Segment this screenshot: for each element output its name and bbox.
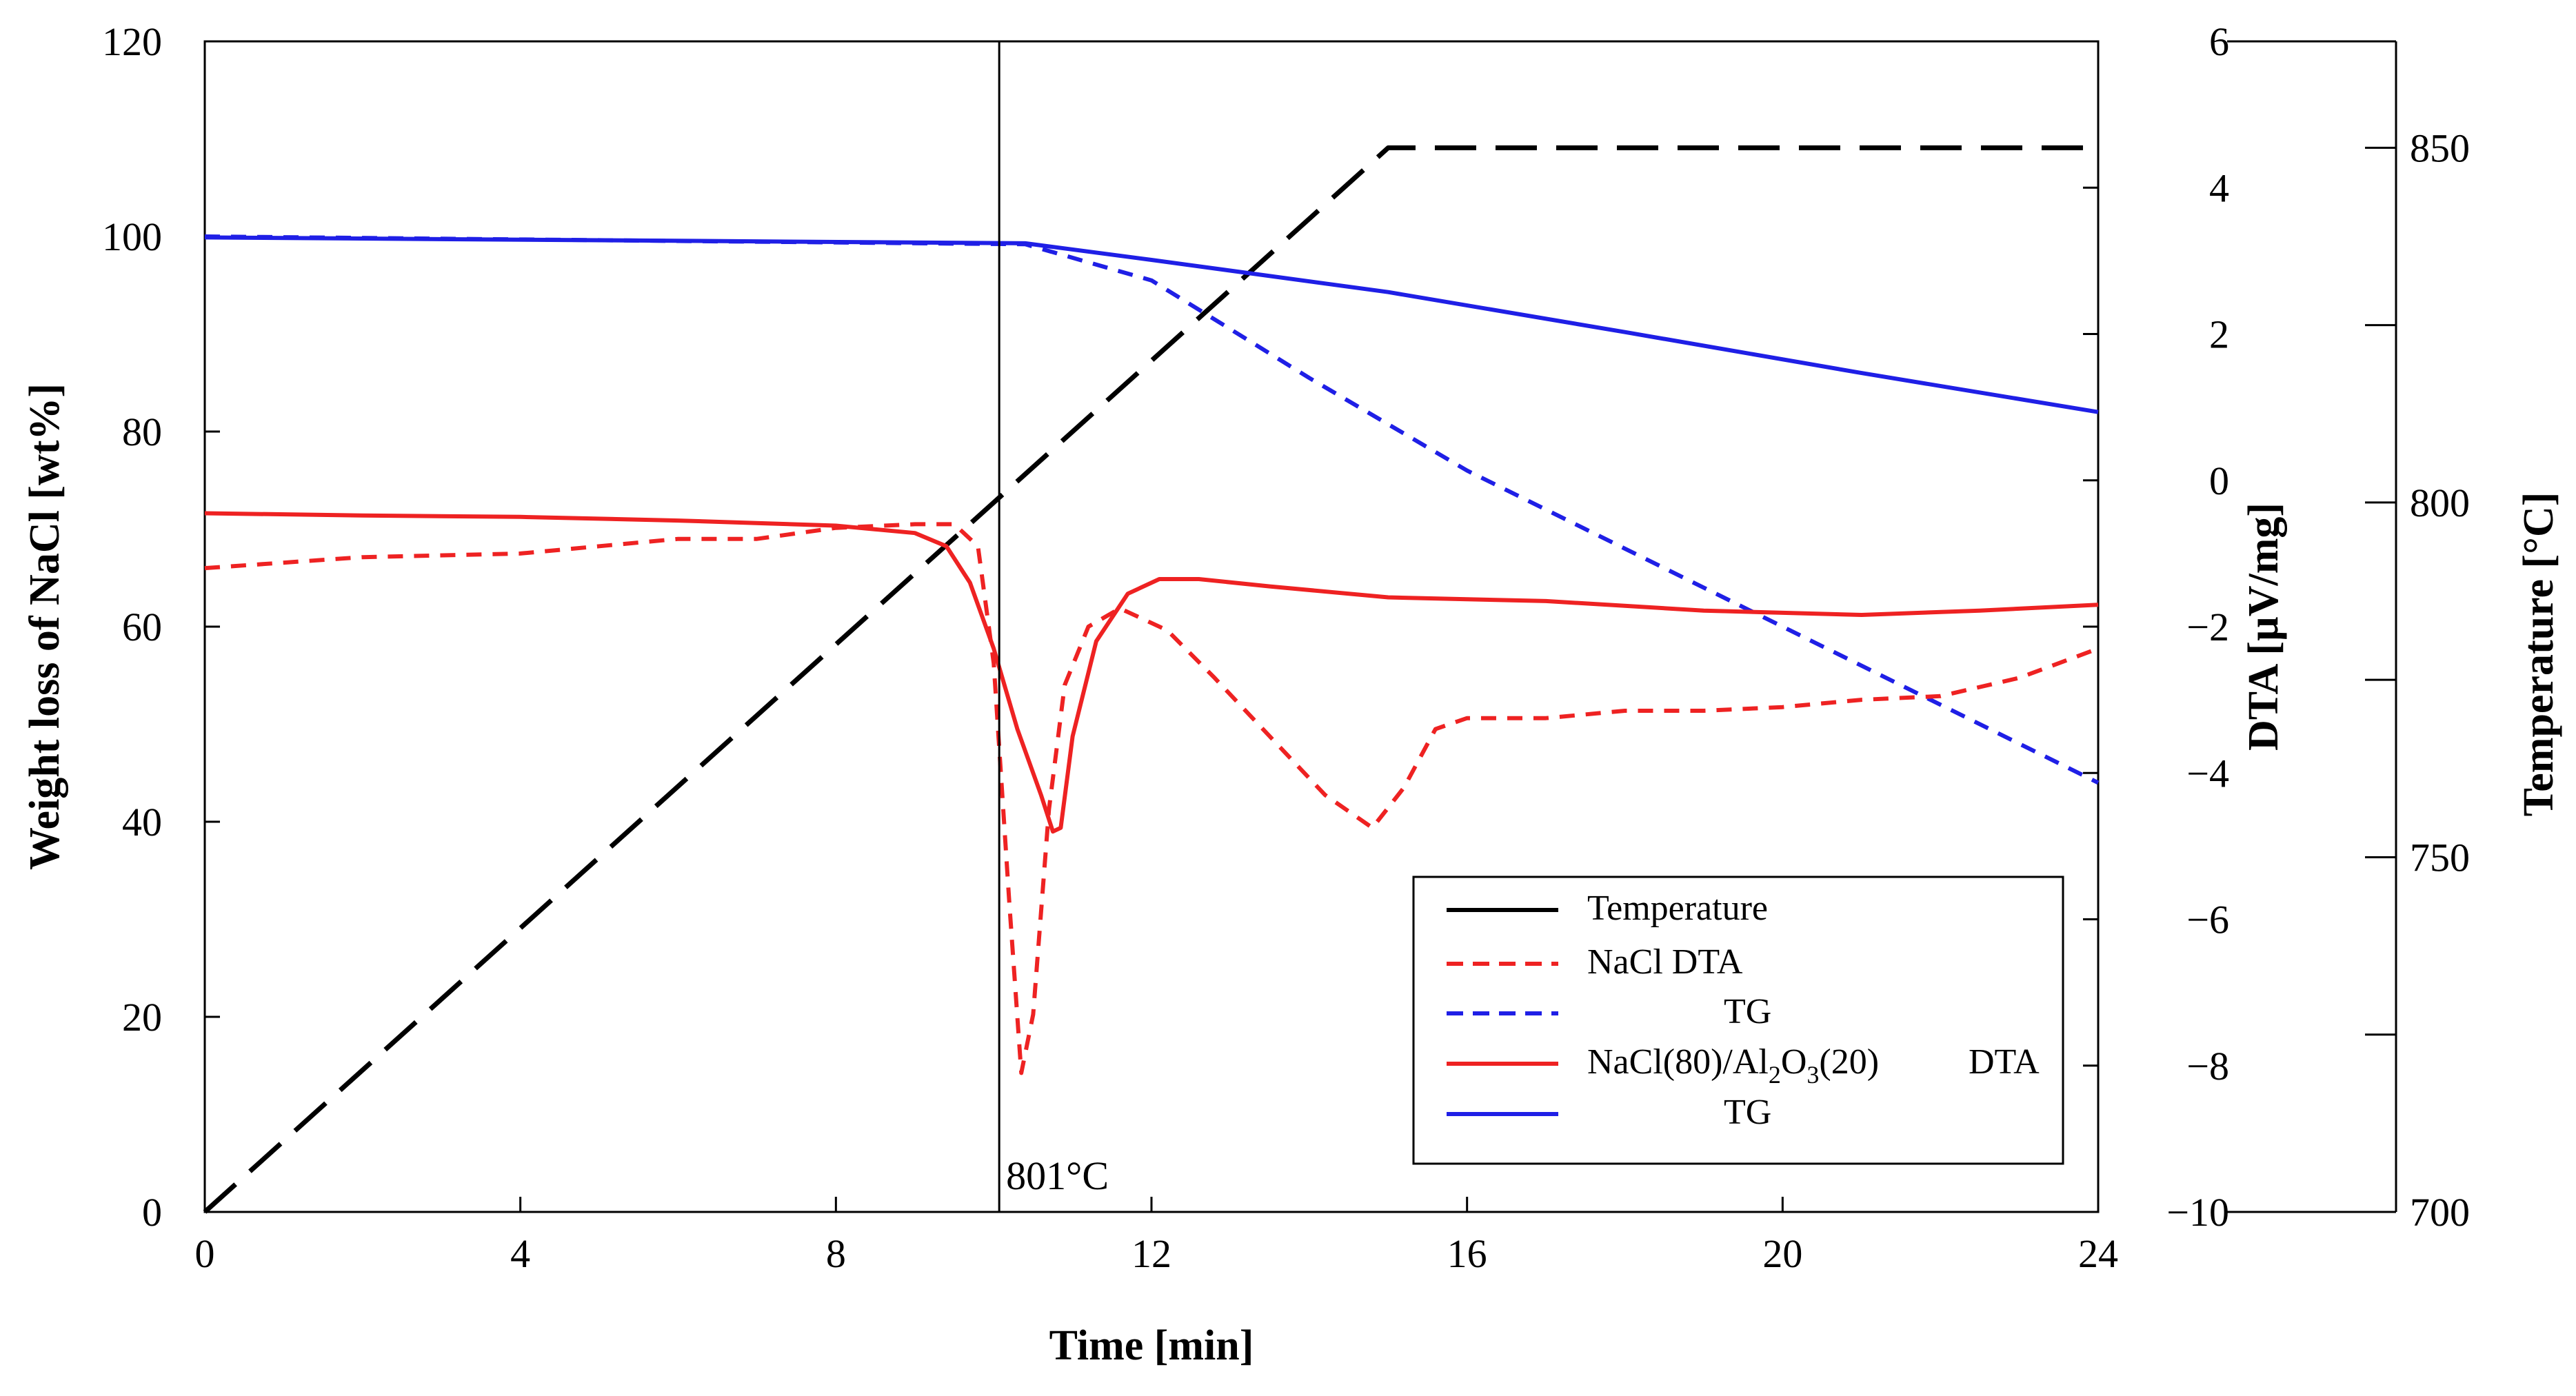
dta-tick-label: 0 bbox=[2209, 458, 2229, 503]
y-axis-title-temperature: Temperature [°C] bbox=[2515, 492, 2562, 817]
series-layer bbox=[203, 145, 2100, 1214]
y-tick-label: 120 bbox=[102, 19, 162, 64]
dta-tick-label: −10 bbox=[2166, 1190, 2229, 1235]
y-tick-label: 20 bbox=[122, 995, 162, 1040]
legend-text-part: NaCl(80)/Al bbox=[1587, 1042, 1769, 1082]
dta-tick-label: 2 bbox=[2209, 312, 2229, 357]
legend-label-comp-tg: TG bbox=[1724, 1093, 1771, 1132]
dta-tick-label: 6 bbox=[2209, 19, 2229, 64]
dta-tick-label: 4 bbox=[2209, 165, 2229, 210]
temperature-tick-label: 850 bbox=[2410, 125, 2470, 170]
x-tick-label: 24 bbox=[2078, 1231, 2118, 1276]
y-tick-label: 40 bbox=[122, 800, 162, 844]
y-axis-title-weight: Weight loss of NaCl [wt%] bbox=[21, 383, 68, 870]
x-tick-label: 16 bbox=[1447, 1231, 1487, 1276]
x-tick-label: 0 bbox=[195, 1231, 215, 1276]
legend-label-temperature: Temperature bbox=[1587, 889, 1768, 928]
dta-tick-label: −4 bbox=[2186, 751, 2229, 796]
legend-label-comp-dta: NaCl(80)/Al2O3(20) bbox=[1587, 1042, 1879, 1089]
y-tick-label: 60 bbox=[122, 605, 162, 649]
x-axis-title: Time [min] bbox=[1049, 1322, 1254, 1369]
x-tick-label: 8 bbox=[826, 1231, 846, 1276]
x-tick-label: 12 bbox=[1131, 1231, 1171, 1276]
x-tick-label: 20 bbox=[1762, 1231, 1802, 1276]
series-line-nacl-dta bbox=[204, 522, 2100, 1075]
temperature-tick-label: 800 bbox=[2410, 480, 2470, 525]
series-line-nacl-tg bbox=[204, 234, 2100, 785]
legend-label-comp-dta-suffix: DTA bbox=[1969, 1042, 2040, 1082]
temperature-tick-label: 700 bbox=[2410, 1190, 2470, 1235]
dta-tick-label: −2 bbox=[2186, 605, 2229, 649]
legend-subscript: 3 bbox=[1807, 1061, 1819, 1089]
legend-label-nacl-tg: TG bbox=[1724, 992, 1771, 1031]
series-line-temperature bbox=[203, 145, 2098, 1214]
temperature-tick-label: 750 bbox=[2410, 835, 2470, 880]
legend-subscript: 2 bbox=[1769, 1061, 1781, 1089]
axes-layer: 0 4 8 12 16 20 24020406080100120−10−8−6−4−2024… bbox=[102, 19, 2470, 1276]
annotation-layer: 801°C bbox=[998, 41, 1109, 1212]
legend-text-part: O bbox=[1781, 1042, 1807, 1082]
y-tick-label: 0 bbox=[142, 1190, 162, 1235]
y-tick-label: 100 bbox=[102, 214, 162, 259]
series-line-comp-dta bbox=[204, 511, 2099, 834]
legend: Temperature NaCl DTA TG NaCl(80)/Al2O3(20) D… bbox=[1412, 876, 2064, 1165]
series-line-comp-tg bbox=[204, 235, 2099, 414]
dta-tick-label: −8 bbox=[2186, 1044, 2229, 1089]
y-axis-title-dta: DTA [µV/mg] bbox=[2240, 503, 2287, 751]
dta-tick-label: −6 bbox=[2186, 898, 2229, 942]
melting-point-label: 801°C bbox=[1006, 1153, 1109, 1198]
legend-text-part: (20) bbox=[1819, 1042, 1879, 1082]
legend-label-nacl-dta: NaCl DTA bbox=[1587, 942, 1743, 982]
y-tick-label: 80 bbox=[122, 409, 162, 454]
x-tick-label: 4 bbox=[510, 1231, 530, 1276]
